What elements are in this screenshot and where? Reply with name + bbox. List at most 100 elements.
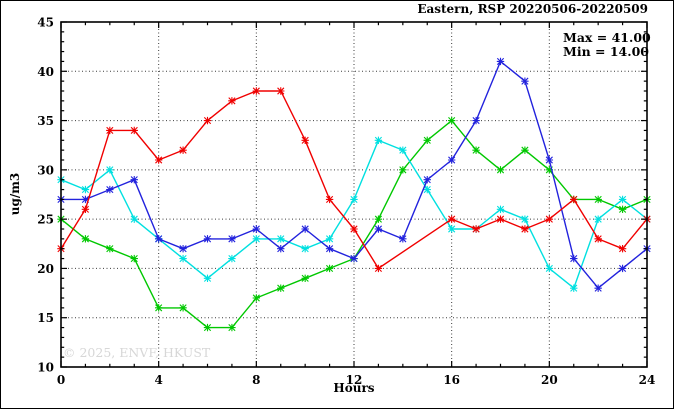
green-line-marker [325,264,334,273]
gridlines [61,22,647,367]
red-line-marker [106,126,114,135]
blue-line-marker [374,225,383,233]
cyan-line-marker [399,146,407,154]
green-line-marker [277,284,285,292]
green-line-marker [472,146,480,154]
cyan-line-marker [350,195,358,204]
cyan-line-marker [594,215,602,223]
cyan-line-marker [374,136,383,144]
y-tick-label: 25 [37,213,54,227]
blue-line-marker [179,245,187,253]
green-line-marker [179,304,187,312]
x-tick-label: 0 [57,373,65,387]
cyan-line-marker [203,274,212,282]
red-line-marker [179,146,187,154]
red-line-marker [252,87,261,95]
x-axis-label: Hours [333,381,374,395]
blue-line-marker [618,264,627,273]
green-line-marker [521,146,529,154]
blue-line-marker [399,235,407,243]
red-line-marker [496,215,505,223]
green-line-marker [106,245,114,253]
green-line-marker [545,166,554,174]
red-line-marker [228,97,236,105]
cyan-line-marker [301,245,309,253]
blue-line-marker [545,156,554,164]
cyan-line-marker [325,235,334,243]
cyan-line-marker [106,166,114,174]
cyan-line-marker [496,205,505,213]
red-line-marker [472,225,480,233]
cyan-line-marker [228,254,236,263]
y-tick-label: 20 [37,262,54,276]
red-line-marker [277,87,285,95]
y-tick-label: 45 [37,16,54,30]
green-line-marker [301,274,309,282]
blue-line-marker [277,245,285,253]
chart-title: Eastern, RSP 20220506-20220509 [417,2,648,16]
cyan-line-marker [423,185,431,194]
green-line-marker [228,323,236,332]
x-tick-label: 20 [541,373,558,387]
red-line-marker [81,205,90,213]
green-line-marker [130,254,138,263]
green-line-marker [618,205,627,213]
blue-line-marker [154,235,163,243]
red-line-marker [374,264,383,273]
red-line-marker [203,116,212,125]
cyan-line-marker [277,235,285,243]
green-line-marker [423,136,431,144]
blue-line-marker [252,225,261,233]
green-line-marker [374,215,383,223]
blue-line-marker [81,195,90,204]
cyan-line-marker [179,254,187,263]
red-line-marker [130,126,138,135]
red-line-marker [154,156,163,164]
min-annotation: Min = 14.00 [563,44,649,59]
green-line-marker [594,195,602,204]
red-line-marker [570,195,578,204]
tick-labels: 0 4 8 12 16 20 24 10 15 20 25 30 35 40 45 [37,16,655,388]
red-line-marker [325,195,334,204]
cyan-line-marker [130,215,138,223]
cyan-line-marker [81,185,90,194]
cyan-line-marker [570,284,578,292]
green-line-marker [496,166,505,174]
blue-line-marker [350,254,358,263]
red-line-marker [447,215,456,223]
blue-line-marker [570,254,578,263]
blue-line-marker [594,284,602,292]
blue-line-marker [496,57,505,66]
green-line-marker [154,304,163,312]
x-tick-label: 8 [252,373,260,387]
blue-line-marker [325,245,334,253]
y-tick-label: 40 [37,65,54,79]
blue-line-marker [106,185,114,194]
blue-line-marker [203,235,212,243]
blue-line-marker [130,176,138,184]
x-tick-label: 16 [443,373,460,387]
cyan-line-marker [618,195,627,204]
blue-line-path [61,60,648,289]
y-tick-label: 35 [37,114,54,128]
blue-line-marker [301,225,309,233]
red-line-marker [350,225,358,233]
cyan-line-marker [545,264,554,273]
y-axis-label: ug/m3 [8,173,22,216]
x-tick-label: 12 [346,373,363,387]
max-annotation: Max = 41.00 [563,30,651,45]
axis-ticks [60,21,648,368]
watermark: © 2025, ENVF, HKUST [63,345,211,360]
red-line-marker [521,225,529,233]
green-line-marker [399,166,407,174]
green-line-marker [203,323,212,332]
blue-line [57,57,651,292]
red-line-marker [594,235,602,243]
blue-line-marker [521,77,529,85]
green-line-marker [252,294,261,302]
red-line-marker [301,136,309,144]
green-line-marker [81,235,90,243]
blue-line-marker [447,156,456,164]
